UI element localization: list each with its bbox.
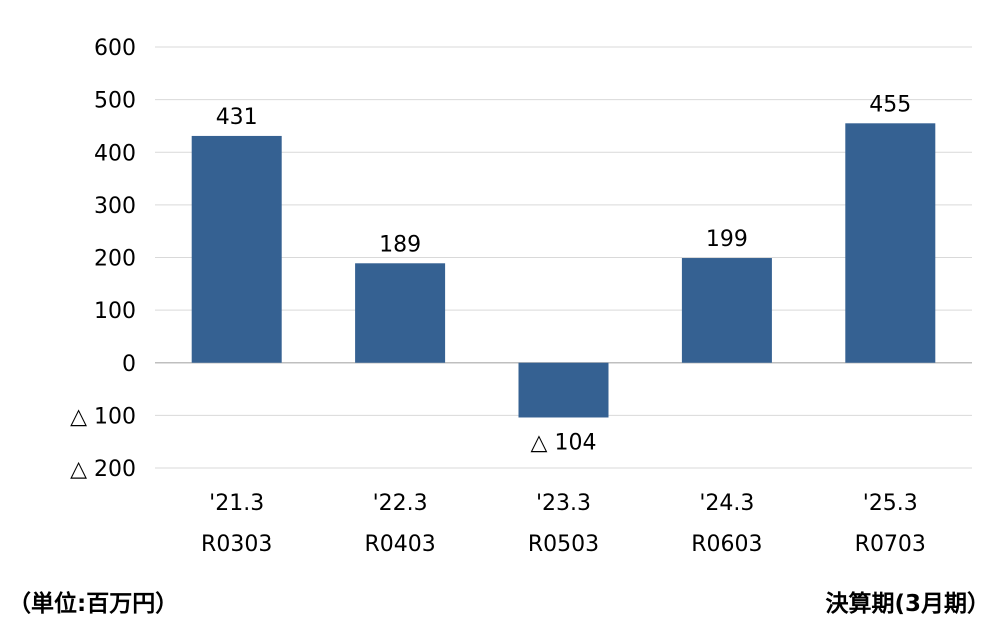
bar	[845, 123, 936, 363]
bar	[681, 258, 772, 363]
bar	[191, 135, 282, 363]
y-tick-label: 400	[94, 141, 136, 166]
x-tick-label-fiscal-year: '23.3	[536, 491, 591, 516]
bar	[355, 263, 446, 363]
data-labels: 431 189 △ 104 199 455	[216, 92, 912, 455]
y-tick-label: 100	[94, 299, 136, 324]
unit-label: （単位:百万円）	[8, 591, 179, 617]
y-tick-label: △ 200	[70, 457, 136, 482]
y-tick-label: 500	[94, 89, 136, 114]
x-tick-label-fiscal-year: '22.3	[373, 491, 428, 516]
x-tick-label-code: R0303	[201, 532, 272, 557]
bars	[191, 123, 936, 418]
data-label: △ 104	[531, 430, 597, 455]
x-axis-categories: '21.3 R0303 '22.3 R0403 '23.3 R0503 '24.3 R0603…	[201, 491, 926, 557]
y-tick-label: 600	[94, 36, 136, 61]
y-tick-label: 200	[94, 247, 136, 272]
y-tick-label: 300	[94, 194, 136, 219]
x-tick-label-code: R0503	[528, 532, 599, 557]
x-tick-label-code: R0403	[364, 532, 435, 557]
y-tick-label: △ 100	[70, 404, 136, 429]
y-axis-ticks: 600 500 400 300 200 100 0 △ 100 △ 200	[70, 36, 136, 482]
x-tick-label-fiscal-year: '24.3	[699, 491, 754, 516]
bar	[518, 362, 609, 418]
data-label: 431	[216, 105, 258, 130]
x-tick-label-fiscal-year: '21.3	[209, 491, 264, 516]
x-tick-label-code: R0603	[691, 532, 762, 557]
period-label: 決算期(3月期）	[825, 591, 990, 617]
x-tick-label-fiscal-year: '25.3	[863, 491, 918, 516]
data-label: 189	[379, 232, 421, 257]
data-label: 199	[706, 227, 748, 252]
x-tick-label-code: R0703	[855, 532, 926, 557]
data-label: 455	[869, 92, 911, 117]
y-tick-label: 0	[122, 352, 136, 377]
